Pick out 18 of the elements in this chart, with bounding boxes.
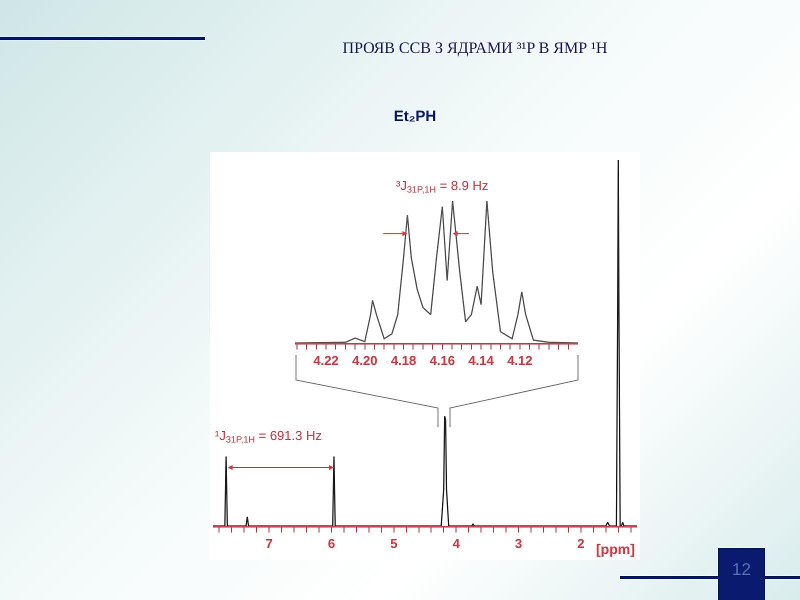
x-axis-title: [ppm] [596,541,635,557]
x-tick-label: 5 [390,536,398,552]
x-tick-label: 4.12 [507,353,533,368]
chart-subtitle: Et₂PH [392,108,438,125]
annotation: ¹J$_{31P,1H}$ = 691.3 Hz [215,428,322,445]
x-tick-label: 4.20 [352,353,378,368]
x-tick-label: 4.18 [390,353,416,368]
x-tick-label: 6 [328,536,336,552]
x-tick-label: 7 [266,536,273,552]
x-tick-label: 3 [514,536,522,552]
x-tick-label: 4 [452,536,461,552]
x-tick-label: 2 [577,536,584,552]
x-tick-label: 4.16 [430,353,455,368]
x-tick-label: 4.22 [313,353,339,368]
x-tick-label: 4.14 [468,353,494,368]
text: 12 [731,560,752,580]
chart-title: ПРОЯВ ССВ З ЯДРАМИ ³¹P В ЯМР ¹H [342,40,608,58]
annotation: ³J$_{31P,1H}$ = 8.9 Hz [396,178,488,195]
